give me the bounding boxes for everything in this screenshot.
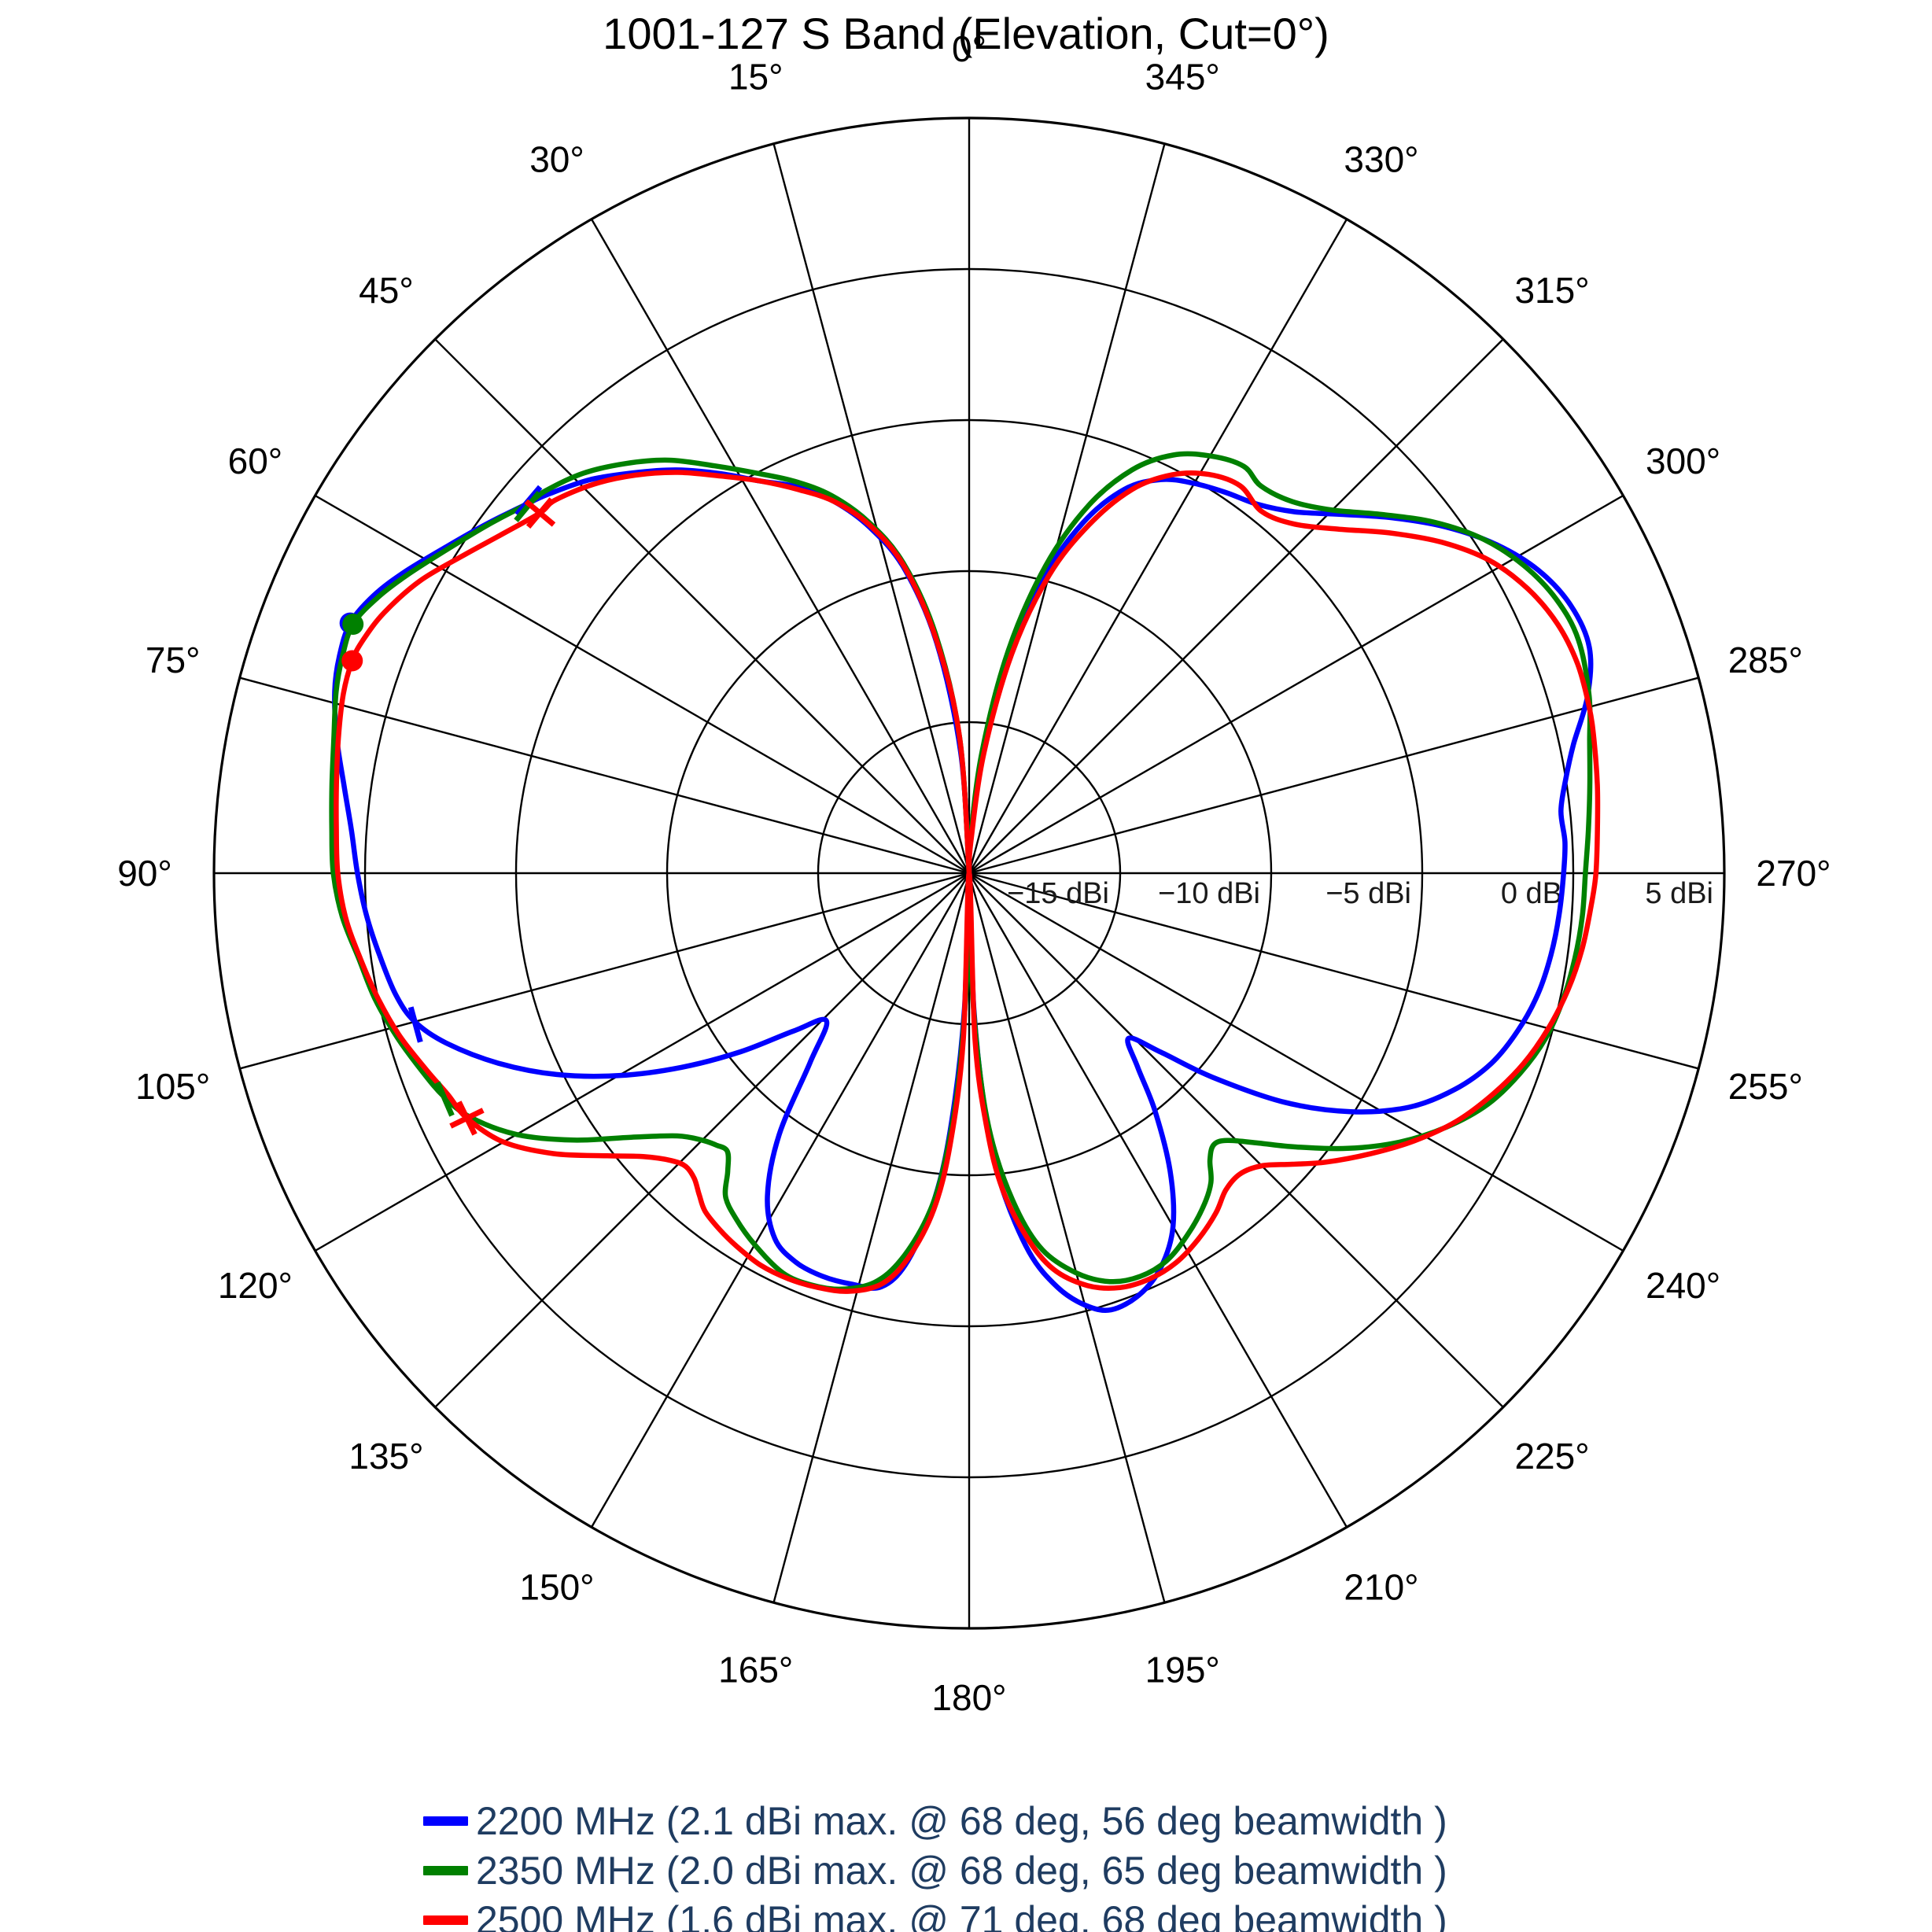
svg-text:165°: 165° — [718, 1649, 793, 1690]
svg-text:0 dB: 0 dB — [1501, 877, 1562, 910]
svg-text:−15 dBi: −15 dBi — [1007, 877, 1109, 910]
svg-text:330°: 330° — [1344, 138, 1418, 179]
svg-text:255°: 255° — [1728, 1066, 1803, 1107]
svg-text:−5 dBi: −5 dBi — [1325, 877, 1411, 910]
legend-item-2200: 2200 MHz (2.1 dBi max. @ 68 deg, 56 deg … — [423, 1796, 1447, 1845]
svg-text:150°: 150° — [519, 1567, 594, 1608]
svg-text:315°: 315° — [1514, 270, 1589, 311]
legend-item-label: 2500 MHz (1.6 dBi max. @ 71 deg, 68 deg … — [476, 1897, 1447, 1932]
legend-dash-icon — [423, 1816, 468, 1826]
svg-text:45°: 45° — [359, 270, 414, 311]
svg-text:5 dBi: 5 dBi — [1645, 877, 1713, 910]
svg-text:30°: 30° — [529, 138, 584, 179]
legend-item-2500: 2500 MHz (1.6 dBi max. @ 71 deg, 68 deg … — [423, 1895, 1447, 1932]
svg-text:300°: 300° — [1646, 441, 1720, 481]
svg-text:120°: 120° — [218, 1265, 293, 1306]
legend-item-label: 2200 MHz (2.1 dBi max. @ 68 deg, 56 deg … — [476, 1798, 1447, 1843]
svg-text:195°: 195° — [1145, 1649, 1220, 1690]
legend-item-2350: 2350 MHz (2.0 dBi max. @ 68 deg, 65 deg … — [423, 1845, 1447, 1895]
svg-text:−10 dBi: −10 dBi — [1158, 877, 1260, 910]
svg-text:15°: 15° — [728, 57, 783, 98]
svg-text:225°: 225° — [1514, 1436, 1589, 1477]
svg-text:105°: 105° — [135, 1066, 210, 1107]
svg-text:180°: 180° — [931, 1677, 1006, 1718]
legend-item-label: 2350 MHz (2.0 dBi max. @ 68 deg, 65 deg … — [476, 1848, 1447, 1893]
svg-text:75°: 75° — [146, 640, 201, 680]
svg-text:285°: 285° — [1728, 640, 1803, 680]
chart-title: 1001-127 S Band (Elevation, Cut=0°) — [603, 9, 1329, 58]
svg-text:90°: 90° — [117, 853, 172, 894]
svg-text:0°: 0° — [952, 28, 986, 69]
svg-text:270°: 270° — [1756, 853, 1831, 894]
svg-text:345°: 345° — [1145, 57, 1220, 98]
svg-text:60°: 60° — [228, 441, 283, 481]
legend-dash-icon — [423, 1915, 468, 1925]
svg-text:210°: 210° — [1344, 1567, 1418, 1608]
svg-text:240°: 240° — [1646, 1265, 1720, 1306]
legend-dash-icon — [423, 1865, 468, 1875]
legend: 2200 MHz (2.1 dBi max. @ 68 deg, 56 deg … — [423, 1796, 1447, 1932]
svg-text:135°: 135° — [348, 1436, 423, 1477]
